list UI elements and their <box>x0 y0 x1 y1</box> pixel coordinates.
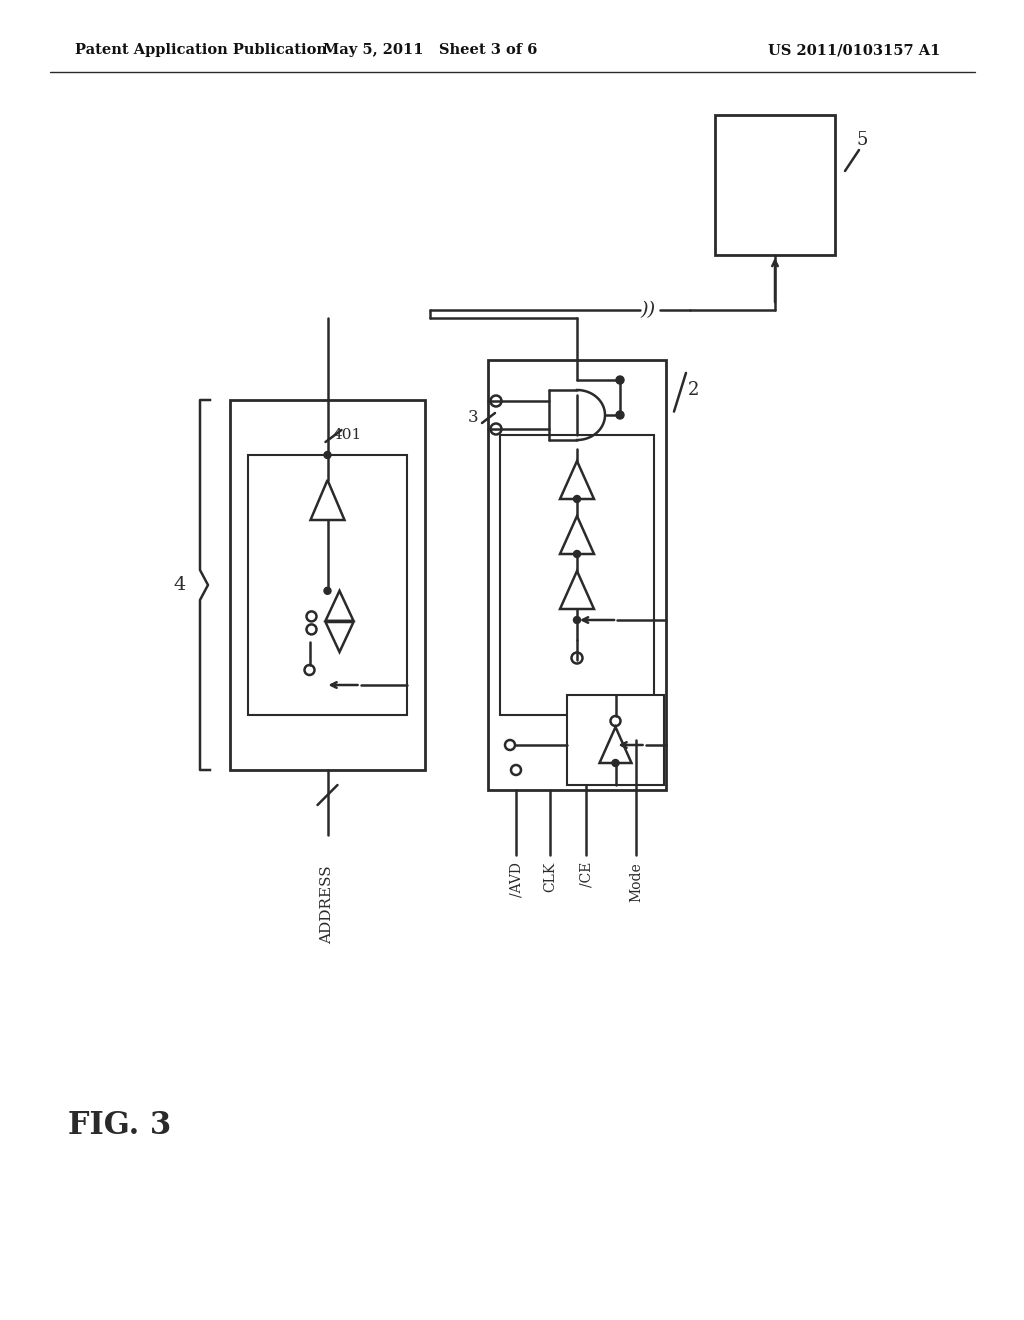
Text: 5: 5 <box>857 131 868 149</box>
Text: 3: 3 <box>467 408 478 425</box>
Text: Patent Application Publication: Patent Application Publication <box>75 44 327 57</box>
Circle shape <box>616 376 624 384</box>
Text: 401: 401 <box>333 428 361 442</box>
Bar <box>715 115 835 255</box>
Circle shape <box>573 550 581 557</box>
Circle shape <box>573 616 581 623</box>
Text: /CE: /CE <box>579 862 593 887</box>
Bar <box>567 696 664 785</box>
Circle shape <box>616 411 624 418</box>
Text: /AVD: /AVD <box>509 862 523 896</box>
Text: US 2011/0103157 A1: US 2011/0103157 A1 <box>768 44 940 57</box>
Circle shape <box>612 759 618 767</box>
Text: 4: 4 <box>174 576 186 594</box>
Text: CLK: CLK <box>543 862 557 892</box>
Circle shape <box>573 495 581 503</box>
Text: 2: 2 <box>688 381 699 399</box>
Bar <box>230 400 425 770</box>
Bar <box>500 436 654 715</box>
Text: FIG. 3: FIG. 3 <box>69 1110 172 1140</box>
Circle shape <box>324 451 331 458</box>
Text: Mode: Mode <box>629 862 643 902</box>
Text: )): )) <box>640 301 655 319</box>
Text: ADDRESS: ADDRESS <box>321 865 335 944</box>
Bar <box>488 360 666 789</box>
Circle shape <box>324 587 331 594</box>
Text: May 5, 2011   Sheet 3 of 6: May 5, 2011 Sheet 3 of 6 <box>323 44 538 57</box>
Bar <box>248 455 407 715</box>
